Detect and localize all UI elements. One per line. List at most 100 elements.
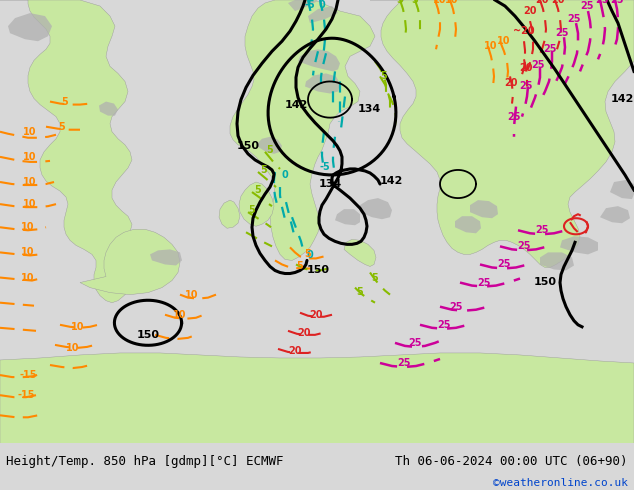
Text: 134: 134 xyxy=(358,103,381,114)
Text: 150: 150 xyxy=(534,276,557,287)
Text: 142: 142 xyxy=(380,176,403,186)
Polygon shape xyxy=(610,180,634,199)
Text: 10: 10 xyxy=(23,152,37,162)
Text: 142: 142 xyxy=(327,0,350,2)
Text: 25: 25 xyxy=(611,0,624,5)
Text: 10: 10 xyxy=(484,41,498,51)
Text: 25: 25 xyxy=(555,28,569,38)
Text: -15: -15 xyxy=(17,390,35,400)
Text: 25: 25 xyxy=(408,338,422,348)
Text: 20: 20 xyxy=(309,310,323,320)
Polygon shape xyxy=(305,74,340,94)
Text: 25: 25 xyxy=(531,60,545,71)
Text: 25: 25 xyxy=(595,0,609,5)
Text: 150: 150 xyxy=(136,330,160,340)
Text: 5: 5 xyxy=(297,262,304,271)
Text: 5: 5 xyxy=(267,145,273,155)
Text: 25: 25 xyxy=(580,1,594,11)
Polygon shape xyxy=(230,0,375,261)
Text: 25: 25 xyxy=(507,112,521,122)
Text: -5: -5 xyxy=(320,162,330,172)
Text: 10: 10 xyxy=(22,247,35,257)
Text: 5: 5 xyxy=(372,272,378,283)
Polygon shape xyxy=(360,198,392,219)
Text: Th 06-06-2024 00:00 UTC (06+90): Th 06-06-2024 00:00 UTC (06+90) xyxy=(395,455,628,467)
Text: 10: 10 xyxy=(22,272,35,283)
Text: 25: 25 xyxy=(450,302,463,312)
Text: 25: 25 xyxy=(477,277,491,288)
Text: 5: 5 xyxy=(304,249,311,259)
Text: 10: 10 xyxy=(433,0,447,5)
Polygon shape xyxy=(288,0,318,11)
Polygon shape xyxy=(0,0,132,303)
Polygon shape xyxy=(257,137,282,154)
Text: 0: 0 xyxy=(319,0,325,10)
Polygon shape xyxy=(335,209,360,225)
Text: 5: 5 xyxy=(249,205,256,215)
Text: 5: 5 xyxy=(397,0,403,5)
Text: 20: 20 xyxy=(504,78,518,89)
Text: ~20: ~20 xyxy=(513,26,535,36)
Text: 20: 20 xyxy=(535,0,549,5)
Text: 5: 5 xyxy=(61,97,68,106)
Text: 0: 0 xyxy=(307,250,313,260)
Text: 5: 5 xyxy=(380,72,387,81)
Text: 0: 0 xyxy=(281,170,288,180)
Text: -15: -15 xyxy=(19,370,37,380)
Text: 25: 25 xyxy=(398,358,411,368)
Text: 20: 20 xyxy=(523,6,537,16)
Text: 5: 5 xyxy=(411,0,418,5)
Text: 10: 10 xyxy=(23,177,37,187)
Text: 25: 25 xyxy=(497,260,511,270)
Text: 10: 10 xyxy=(445,0,459,5)
Text: 10: 10 xyxy=(71,322,85,332)
Polygon shape xyxy=(219,200,240,228)
Text: 25: 25 xyxy=(437,320,451,330)
Text: 5: 5 xyxy=(255,185,261,195)
Text: 20: 20 xyxy=(519,63,533,74)
Text: 25: 25 xyxy=(535,225,549,235)
Polygon shape xyxy=(0,443,634,490)
Text: 150: 150 xyxy=(307,266,330,275)
Polygon shape xyxy=(470,200,498,218)
Polygon shape xyxy=(600,206,630,223)
Text: 10: 10 xyxy=(185,290,198,299)
Text: 10: 10 xyxy=(22,222,35,232)
Text: 5: 5 xyxy=(261,165,268,175)
Polygon shape xyxy=(560,236,598,254)
Text: 25: 25 xyxy=(567,14,581,24)
Text: 5: 5 xyxy=(58,122,65,132)
Text: 20: 20 xyxy=(288,346,302,356)
Text: 142: 142 xyxy=(284,99,307,110)
Text: -5: -5 xyxy=(304,0,315,10)
Text: 25: 25 xyxy=(543,44,557,54)
Text: 20: 20 xyxy=(551,0,565,5)
Text: 20: 20 xyxy=(297,328,311,338)
Polygon shape xyxy=(80,229,180,294)
Text: 10: 10 xyxy=(173,310,187,320)
Polygon shape xyxy=(308,6,338,23)
Text: ©weatheronline.co.uk: ©weatheronline.co.uk xyxy=(493,478,628,488)
Polygon shape xyxy=(344,239,376,267)
Text: 142: 142 xyxy=(611,94,634,103)
Polygon shape xyxy=(370,0,634,268)
Polygon shape xyxy=(150,249,182,266)
Text: 10: 10 xyxy=(23,199,37,209)
Polygon shape xyxy=(8,13,52,41)
Polygon shape xyxy=(99,101,118,116)
Polygon shape xyxy=(239,182,274,226)
Polygon shape xyxy=(540,252,574,270)
Polygon shape xyxy=(455,216,481,233)
Text: 10: 10 xyxy=(23,127,37,137)
Text: 10: 10 xyxy=(66,343,80,353)
Polygon shape xyxy=(298,49,340,72)
Text: 25: 25 xyxy=(517,242,531,251)
Polygon shape xyxy=(0,353,634,443)
Text: Height/Temp. 850 hPa [gdmp][°C] ECMWF: Height/Temp. 850 hPa [gdmp][°C] ECMWF xyxy=(6,455,284,467)
Text: 134: 134 xyxy=(318,179,342,189)
Text: 142: 142 xyxy=(568,0,592,2)
Text: 10: 10 xyxy=(497,36,511,46)
Text: 142: 142 xyxy=(488,0,512,2)
Text: 5: 5 xyxy=(356,287,363,296)
Text: 25: 25 xyxy=(519,81,533,92)
